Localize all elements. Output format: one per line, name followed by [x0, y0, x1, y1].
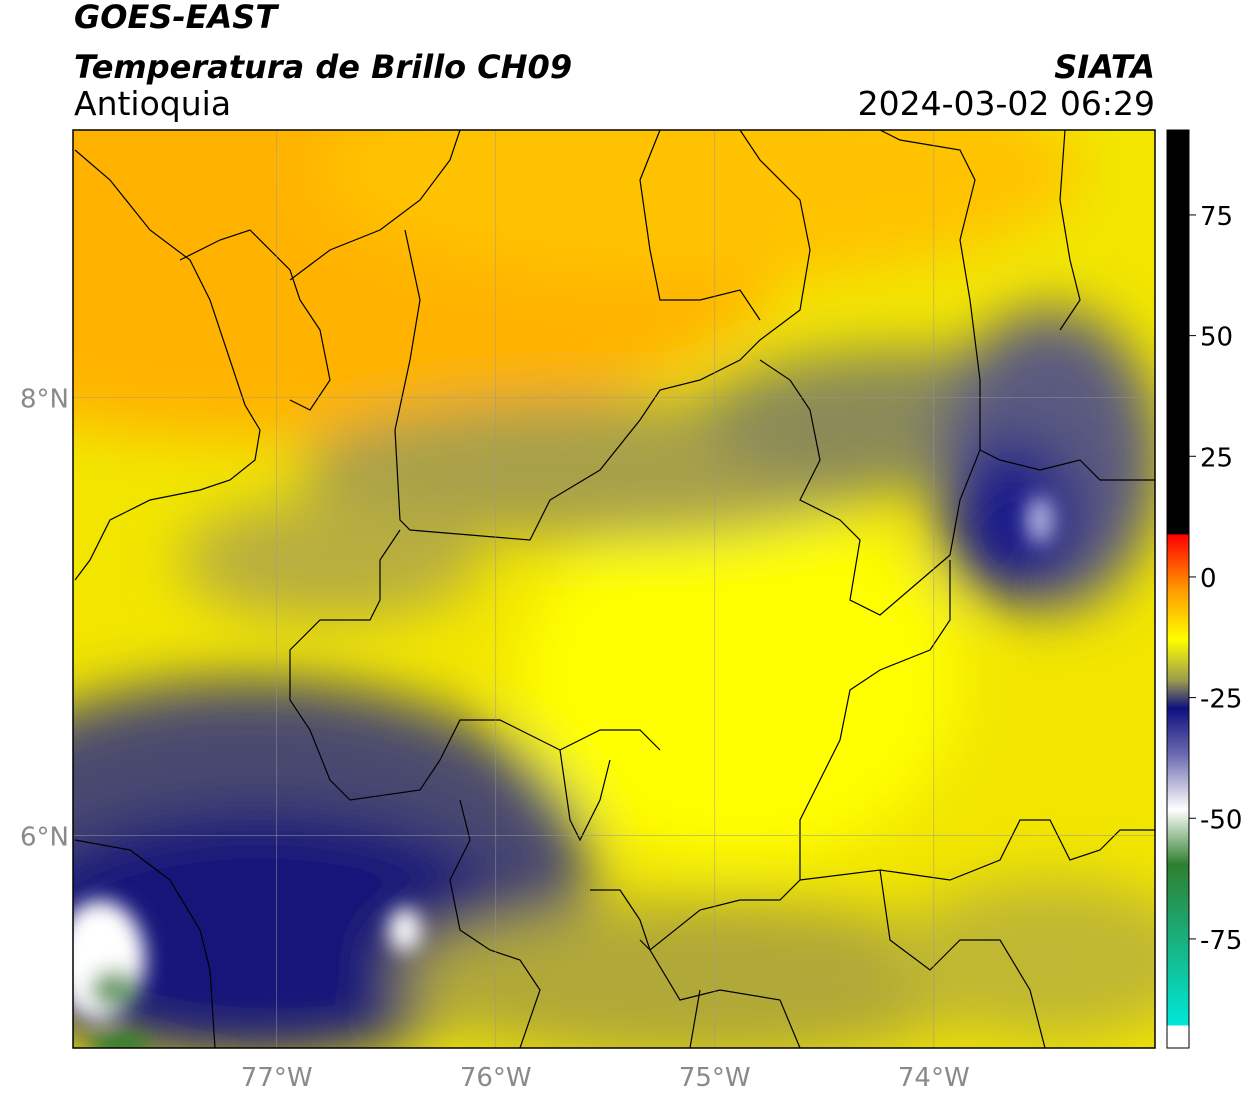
colorbar-tick-label: 75 — [1200, 202, 1233, 232]
timestamp: 2024-03-02 06:29 — [858, 84, 1155, 123]
lon-tick-label: 77°W — [241, 1063, 313, 1093]
colorbar-tick-label: 25 — [1200, 443, 1233, 473]
lon-tick-label: 75°W — [679, 1063, 751, 1093]
colorbar-tick-label: -75 — [1200, 926, 1242, 956]
boundaries — [74, 130, 1155, 1048]
agency: SIATA — [1054, 48, 1155, 86]
lon-tick-label: 76°W — [460, 1063, 532, 1093]
colorbar-tick-label: 0 — [1200, 564, 1217, 594]
colorbar-tick-label: -25 — [1200, 685, 1242, 715]
colorbar-tick-label: 50 — [1200, 323, 1233, 353]
satellite-image — [73, 130, 1155, 1048]
subtitle: Temperatura de Brillo CH09 — [74, 48, 572, 86]
colorbar — [1166, 129, 1190, 1049]
region: Antioquia — [74, 84, 231, 123]
map-frame — [72, 129, 1156, 1049]
graticule — [73, 130, 1155, 1048]
title: GOES-EAST — [74, 0, 279, 36]
lon-tick-label: 74°W — [898, 1063, 970, 1093]
lat-tick-label: 8°N — [20, 384, 69, 414]
lat-tick-label: 6°N — [20, 822, 69, 852]
colorbar-tick-label: -50 — [1200, 805, 1242, 835]
